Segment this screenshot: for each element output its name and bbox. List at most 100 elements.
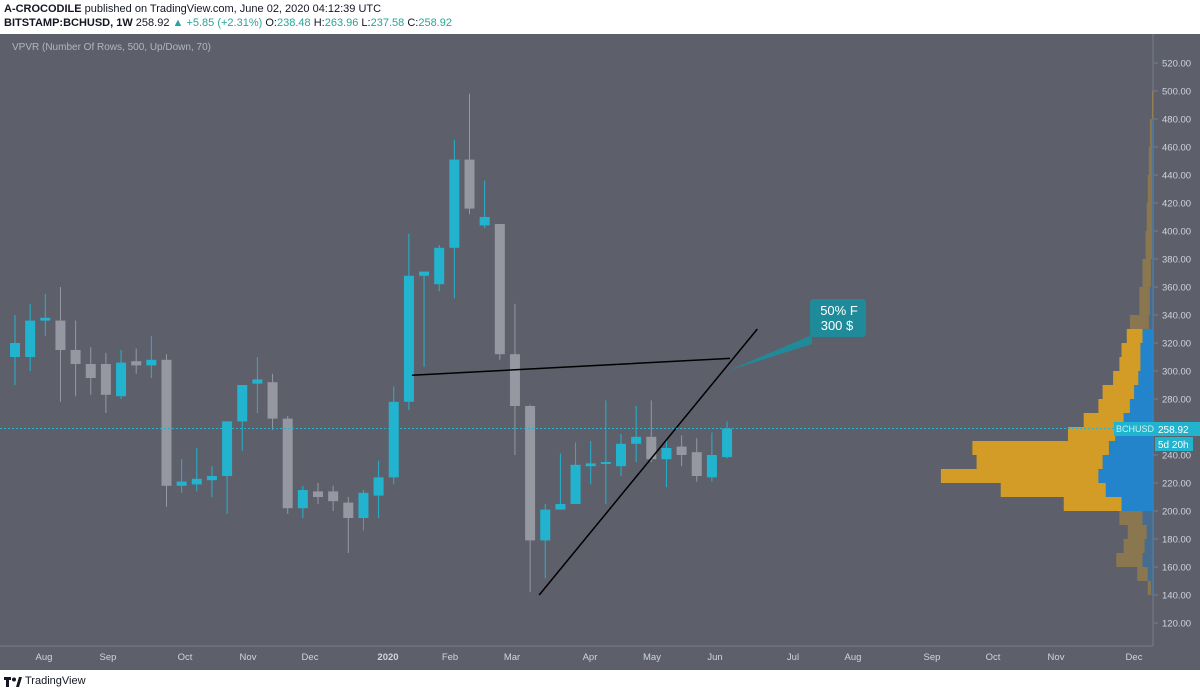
candle-body	[55, 320, 66, 350]
candle-body	[616, 443, 626, 467]
volume-down-bar	[1147, 581, 1151, 595]
candle-body	[464, 159, 475, 209]
candle-body	[191, 478, 202, 485]
chart-header: A-CROCODILE published on TradingView.com…	[0, 0, 1200, 34]
close-label: C:	[407, 17, 419, 29]
volume-up-bar	[1102, 455, 1153, 469]
volume-down-bar	[1139, 287, 1150, 315]
time-tick-label: 2020	[377, 652, 398, 663]
candle-body	[237, 385, 248, 422]
candle-body	[691, 452, 702, 476]
open-label: O:	[265, 17, 277, 29]
time-tick-label: Apr	[583, 652, 598, 663]
callout[interactable]: 50% F 300 $	[730, 299, 866, 370]
price-tick-label: 120.00	[1162, 619, 1191, 630]
candle-body	[313, 491, 323, 497]
open-value: 238.48	[276, 17, 311, 29]
volume-down-bar	[1116, 553, 1143, 567]
time-tick-label: Jul	[787, 652, 799, 663]
volume-up-bar	[1151, 231, 1153, 259]
candle-body	[525, 406, 536, 541]
time-tick-label: Nov	[1048, 652, 1065, 663]
candle-body	[479, 217, 490, 226]
candle-body	[252, 379, 263, 384]
price-change: ▲ +5.85 (+2.31%)	[172, 17, 263, 29]
volume-up-bar	[1151, 147, 1153, 175]
callout-line1: 50% F	[820, 303, 858, 318]
volume-down-bar	[1113, 371, 1139, 385]
candle-body	[388, 401, 399, 478]
trendline	[538, 328, 758, 596]
candle-body	[509, 354, 520, 406]
volume-down-bar	[1146, 203, 1152, 231]
time-tick-label: Nov	[240, 652, 257, 663]
volume-up-bar	[1142, 511, 1153, 525]
candle-body	[494, 224, 505, 355]
volume-down-bar	[1142, 259, 1151, 287]
volume-down-bar	[1098, 399, 1130, 413]
candle-body	[419, 271, 430, 276]
volume-up-bar	[1151, 119, 1153, 147]
tradingview-brand[interactable]: TradingView	[25, 675, 86, 687]
time-tick-label: Dec	[302, 652, 319, 663]
candle-body	[176, 481, 187, 486]
price-tick-label: 300.00	[1162, 367, 1191, 378]
volume-up-bar	[1150, 259, 1153, 287]
volume-up-bar	[1151, 175, 1153, 203]
time-tick-label: Aug	[845, 652, 862, 663]
volume-up-bar	[1138, 371, 1153, 385]
candle-body	[722, 428, 733, 458]
ohlc-line: BITSTAMP:BCHUSD, 1W 258.92 ▲ +5.85 (+2.3…	[4, 17, 452, 29]
volume-up-bar	[1098, 469, 1153, 483]
candle-body	[25, 320, 36, 357]
volume-up-bar	[1144, 539, 1153, 553]
volume-down-bar	[1102, 385, 1135, 399]
price-tick-label: 420.00	[1162, 199, 1191, 210]
volume-down-bar	[1000, 483, 1106, 497]
candle-body	[343, 502, 354, 518]
candle-body	[222, 421, 233, 476]
volume-up-bar	[1121, 497, 1153, 511]
high-label: H:	[313, 17, 325, 29]
volume-down-bar	[1145, 231, 1152, 259]
candle-body	[85, 364, 96, 378]
candle-body	[373, 477, 384, 496]
candle-body	[540, 509, 551, 541]
volume-up-bar	[1148, 315, 1153, 329]
time-axis: Aug Sep Oct Nov Dec 2020 Feb Mar Apr May Jun Jul Aug…	[36, 652, 1143, 663]
callout-line2: 300 $	[821, 318, 854, 333]
price-tag: BCHUSD 258.92 5d 20h	[1114, 422, 1200, 451]
indicator-label[interactable]: VPVR (Number Of Rows, 500, Up/Down, 70)	[12, 42, 211, 53]
candle-body	[555, 504, 566, 510]
time-tick-label: Mar	[504, 652, 520, 663]
price-tick-label: 480.00	[1162, 115, 1191, 126]
callout-pointer	[730, 335, 812, 370]
volume-down-bar	[972, 441, 1109, 455]
price-tick-label: 380.00	[1162, 255, 1191, 266]
candle-body	[328, 491, 339, 502]
price-tick-label: 460.00	[1162, 143, 1191, 154]
volume-up-bar	[1151, 203, 1153, 231]
candle-body	[297, 490, 308, 509]
candle-body	[585, 463, 596, 467]
price-value-box	[1155, 422, 1200, 436]
low-value: 237.58	[370, 17, 405, 29]
volume-up-bar	[1105, 483, 1153, 497]
volume-up-bar	[1129, 399, 1153, 413]
volume-up-bar	[1146, 525, 1153, 539]
tradingview-logo-icon[interactable]	[4, 675, 22, 689]
volume-down-bar	[1137, 567, 1148, 581]
candles-layer	[10, 93, 733, 593]
price-chart[interactable]: 120.00 140.00 160.00 180.00 200.00 220.00 240.…	[0, 34, 1200, 670]
candle-body	[131, 361, 142, 366]
trendlines[interactable]	[411, 328, 758, 596]
candle-body	[403, 275, 414, 402]
chart-background	[0, 34, 1153, 646]
volume-up-bar	[1142, 329, 1153, 343]
author-name[interactable]: A-CROCODILE	[4, 3, 82, 15]
close-value: 258.92	[418, 17, 452, 29]
volume-down-bar	[1119, 511, 1143, 525]
candle-body	[206, 476, 217, 481]
time-tick-label: Jun	[707, 652, 722, 663]
time-tick-label: Sep	[924, 652, 941, 663]
